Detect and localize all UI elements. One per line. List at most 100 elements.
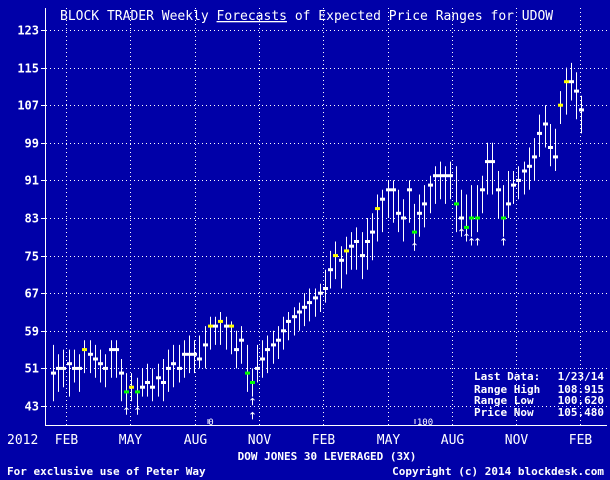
- price-mark: [543, 122, 548, 126]
- price-mark: [61, 366, 66, 370]
- price-mark: [140, 385, 145, 389]
- price-mark: [239, 338, 244, 342]
- title-link[interactable]: Forecasts: [217, 9, 287, 24]
- price-mark: [51, 371, 56, 375]
- price-mark: [344, 249, 349, 253]
- y-tick-label: 51: [25, 362, 39, 376]
- price-mark: [360, 254, 365, 258]
- up-arrow-icon: [412, 242, 417, 251]
- price-mark: [579, 108, 584, 112]
- price-mark: [88, 352, 93, 356]
- price-mark: [271, 343, 276, 347]
- price-mark: [129, 385, 134, 389]
- price-mark: [82, 348, 87, 352]
- price-mark: [318, 291, 323, 295]
- range-low-label: Range Low: [474, 394, 534, 407]
- up-arrow-icon: [124, 406, 129, 415]
- up-arrow-icon: [250, 397, 255, 406]
- price-mark: [422, 202, 427, 206]
- price-mark: [527, 164, 532, 168]
- x-tick-label: NOV: [248, 433, 272, 448]
- price-mark: [93, 357, 98, 361]
- price-mark: [260, 357, 265, 361]
- price-mark: [412, 230, 417, 234]
- price-mark: [297, 310, 302, 314]
- price-mark: [475, 216, 480, 220]
- x-tick-label: FEB: [569, 433, 593, 448]
- price-mark: [506, 202, 511, 206]
- price-mark: [281, 329, 286, 333]
- price-mark: [386, 188, 391, 192]
- price-mark: [401, 216, 406, 220]
- price-mark: [375, 207, 380, 211]
- price-mark: [323, 287, 328, 290]
- price-mark: [558, 103, 563, 107]
- price-mark: [286, 319, 291, 323]
- price-mark: [480, 188, 485, 192]
- price-mark: [171, 362, 176, 366]
- up-arrow-icon: [459, 228, 464, 237]
- price-mark: [569, 80, 574, 84]
- info-box: Last Data: 1/23/14 Range High 108.915 Ra…: [474, 370, 604, 419]
- x-tick-label: MAY: [377, 433, 401, 448]
- y-tick-label: 123: [17, 24, 39, 38]
- footer-left: For exclusive use of Peter Way: [7, 465, 206, 478]
- price-mark: [349, 244, 354, 248]
- price-mark: [417, 211, 422, 215]
- price-mark: [553, 155, 558, 159]
- y-tick-label: 75: [25, 250, 39, 264]
- x-tick-label: AUG: [441, 433, 465, 448]
- price-mark: [72, 366, 77, 370]
- price-mark: [292, 315, 297, 319]
- y-tick-label: 43: [25, 400, 39, 414]
- arrows-layer: [124, 228, 506, 420]
- price-mark: [433, 174, 438, 178]
- x-tick-label: FEB: [312, 433, 336, 448]
- price-mark: [166, 366, 171, 370]
- price-mark: [464, 225, 469, 229]
- price-mark: [313, 296, 318, 300]
- price-mark: [496, 188, 501, 192]
- price-mark: [119, 371, 124, 375]
- up-arrow-icon: [475, 237, 480, 246]
- x-tick-label: AUG: [184, 433, 208, 448]
- price-mark: [454, 202, 459, 206]
- price-mark: [302, 305, 307, 309]
- price-mark: [276, 338, 281, 342]
- y-tick-label: 59: [25, 325, 39, 339]
- y-tick-label: 83: [25, 212, 39, 226]
- price-mark: [224, 324, 229, 328]
- grid-layer: [41, 8, 607, 425]
- y-tick-label: 91: [25, 174, 39, 188]
- price-now-value: 105.480: [558, 406, 604, 419]
- price-mark: [234, 348, 239, 352]
- price-mark: [459, 216, 464, 220]
- price-mark: [485, 160, 490, 164]
- price-mark: [438, 174, 443, 178]
- price-mark: [250, 381, 255, 384]
- price-mark: [391, 188, 396, 192]
- y-tick-label: 99: [25, 137, 39, 151]
- price-mark: [245, 371, 250, 375]
- price-mark: [145, 381, 150, 384]
- price-mark: [208, 324, 213, 328]
- price-mark: [370, 230, 375, 234]
- marker-label: 0: [208, 418, 213, 428]
- price-mark: [307, 301, 312, 305]
- price-mark: [98, 362, 103, 366]
- price-mark: [339, 258, 344, 262]
- title-suffix: of Expected Price Ranges for UDOW: [287, 9, 553, 24]
- price-mark: [443, 174, 448, 178]
- price-mark: [161, 381, 166, 384]
- y-tick-label: 107: [17, 99, 39, 113]
- title-prefix: BLOCK TRADER Weekly: [60, 9, 217, 24]
- price-mark: [150, 385, 155, 389]
- labels-layer: 43 51 59 67 75 83 91 99 107 115 123 FEB MAY AUG NOV FEB…: [17, 24, 592, 449]
- price-mark: [156, 376, 161, 380]
- price-mark: [229, 324, 234, 328]
- price-mark: [77, 366, 82, 370]
- price-mark: [522, 169, 527, 173]
- price-mark: [203, 343, 208, 347]
- marker-label: 100: [417, 418, 433, 428]
